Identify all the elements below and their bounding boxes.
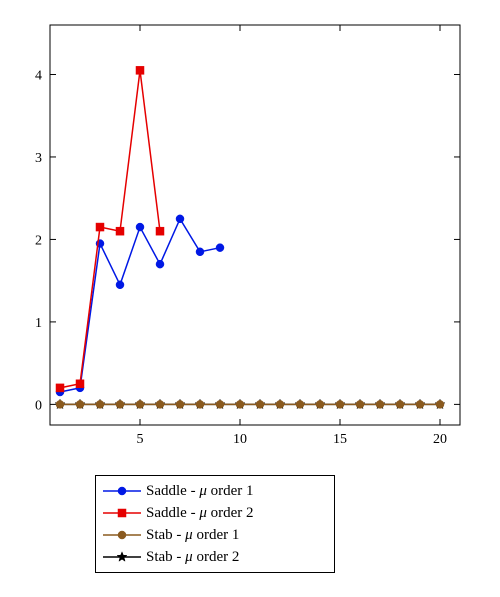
y-tick-label: 1	[35, 316, 42, 331]
legend-item: Stab - μ order 1	[100, 524, 330, 546]
legend-label: Saddle - μ order 1	[144, 483, 254, 500]
legend-item: Saddle - μ order 1	[100, 480, 330, 502]
x-tick-label: 15	[333, 432, 347, 447]
series-stab_mu1	[56, 400, 444, 408]
legend-swatch	[100, 480, 144, 502]
x-tick-label: 20	[433, 432, 447, 447]
y-tick-label: 2	[35, 233, 42, 248]
x-tick-label: 5	[137, 432, 144, 447]
y-tick-label: 0	[35, 398, 42, 413]
legend-label: Saddle - μ order 2	[144, 505, 254, 522]
legend-swatch	[100, 502, 144, 524]
series-saddle_mu2	[56, 66, 164, 392]
x-tick-label: 10	[233, 432, 247, 447]
plot-frame	[50, 25, 460, 425]
y-tick-label: 3	[35, 151, 42, 166]
legend-label: Stab - μ order 2	[144, 549, 239, 566]
y-tick-label: 4	[35, 68, 42, 83]
legend-item: Stab - μ order 2	[100, 546, 330, 568]
legend-swatch	[100, 524, 144, 546]
legend-item: Saddle - μ order 2	[100, 502, 330, 524]
legend-swatch	[100, 546, 144, 568]
legend: Saddle - μ order 1 Saddle - μ order 2 Stab…	[95, 475, 335, 573]
legend-label: Stab - μ order 1	[144, 527, 239, 544]
